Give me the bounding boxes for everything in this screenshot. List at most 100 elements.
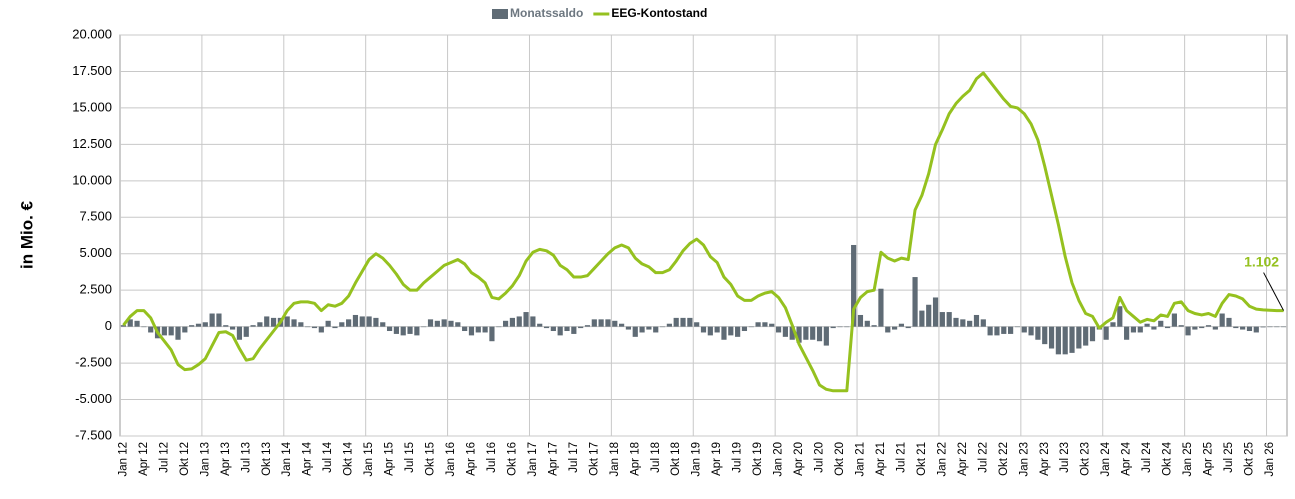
bar [230, 326, 236, 330]
x-tick-label: Okt 25 [1243, 442, 1255, 476]
x-tick-label: Jan 23 [1018, 442, 1030, 477]
bar [1076, 326, 1082, 349]
x-tick-label: Okt 12 [179, 442, 191, 476]
bar [1014, 326, 1021, 328]
y-tick-label: 20.000 [72, 26, 112, 41]
x-tick-label: Apr 22 [957, 442, 969, 476]
x-tick-label: Apr 17 [547, 442, 559, 476]
bar [400, 326, 406, 336]
y-axis-title: in Mio. € [17, 200, 36, 269]
bar [141, 326, 147, 328]
bar [1035, 326, 1041, 340]
bar [735, 326, 741, 337]
bar [769, 323, 775, 327]
x-tick-label: Jul 20 [814, 442, 826, 473]
bar [134, 320, 140, 327]
bar [373, 317, 379, 327]
bar [1048, 326, 1055, 349]
bar [953, 317, 959, 327]
x-tick-label: Apr 13 [220, 442, 232, 476]
bar [741, 326, 748, 332]
bar [530, 316, 536, 327]
x-tick-label: Jul 23 [1059, 442, 1071, 473]
bar [857, 314, 864, 327]
bar [557, 326, 563, 336]
bar [161, 326, 167, 336]
x-tick-label: Jan 20 [773, 442, 785, 477]
x-tick-label: Jan 13 [199, 442, 211, 477]
bar [298, 322, 304, 327]
bar [236, 326, 243, 340]
bar [502, 320, 509, 327]
bar [1199, 326, 1205, 329]
bar [891, 326, 898, 330]
x-tick-label: Apr 20 [793, 442, 805, 476]
x-tick-label: Jan 12 [117, 442, 129, 477]
bar [1219, 313, 1225, 327]
bar [209, 313, 215, 327]
bar [243, 326, 249, 337]
y-tick-label: 2.500 [79, 282, 112, 297]
y-tick-label: 17.500 [72, 63, 112, 78]
bar [1008, 326, 1014, 334]
bar [946, 312, 952, 327]
bar [973, 314, 980, 327]
bar [864, 320, 870, 327]
x-tick-label: Okt 13 [261, 442, 273, 476]
bar [1151, 326, 1157, 330]
x-tick-label: Jul 18 [650, 442, 662, 473]
bar [182, 326, 188, 333]
legend-swatch [492, 9, 508, 19]
legend-label: EEG-Kontostand [611, 6, 707, 20]
bar [441, 319, 447, 327]
bar [782, 326, 788, 337]
bar [926, 304, 932, 327]
x-tick-label: Okt 19 [752, 442, 764, 476]
y-tick-label: 7.500 [79, 209, 112, 224]
x-tick-label: Okt 24 [1162, 441, 1174, 475]
bar [796, 326, 802, 343]
bar [462, 326, 468, 332]
x-tick-label: Jul 22 [977, 442, 989, 473]
bar [612, 320, 618, 327]
bar [1246, 326, 1253, 332]
bar [898, 323, 905, 327]
bar [755, 322, 761, 327]
x-tick-label: Jan 25 [1182, 442, 1194, 477]
bar [653, 326, 659, 333]
bar [605, 319, 611, 327]
x-tick-label: Apr 23 [1039, 442, 1051, 476]
bar [489, 326, 495, 342]
bar [844, 326, 850, 328]
bar [1124, 326, 1130, 340]
bar [523, 312, 529, 327]
x-tick-label: Apr 15 [384, 442, 396, 476]
bar [939, 312, 945, 327]
bar [912, 277, 918, 327]
bar [1042, 326, 1048, 345]
bar [359, 316, 365, 327]
bar [216, 313, 222, 327]
bar [1212, 326, 1218, 330]
bar [1253, 326, 1259, 333]
bar [1280, 326, 1287, 328]
bar [264, 316, 270, 327]
y-tick-label: -5.000 [75, 391, 112, 406]
bar [448, 320, 454, 327]
bar [120, 325, 127, 327]
bar [1083, 326, 1089, 346]
bar [994, 326, 1000, 336]
x-tick-label: Okt 21 [916, 442, 928, 476]
x-tick-label: Okt 15 [425, 442, 437, 476]
bar [250, 325, 256, 327]
bar [393, 326, 399, 334]
bar [1028, 326, 1034, 336]
bar [1164, 326, 1171, 329]
y-tick-label: -7.500 [75, 427, 112, 442]
x-tick-label: Jan 15 [363, 442, 375, 477]
bar [775, 326, 782, 333]
bar [639, 326, 645, 333]
y-tick-label: -2.500 [75, 355, 112, 370]
bar [830, 326, 836, 329]
x-tick-label: Jul 16 [486, 442, 498, 473]
